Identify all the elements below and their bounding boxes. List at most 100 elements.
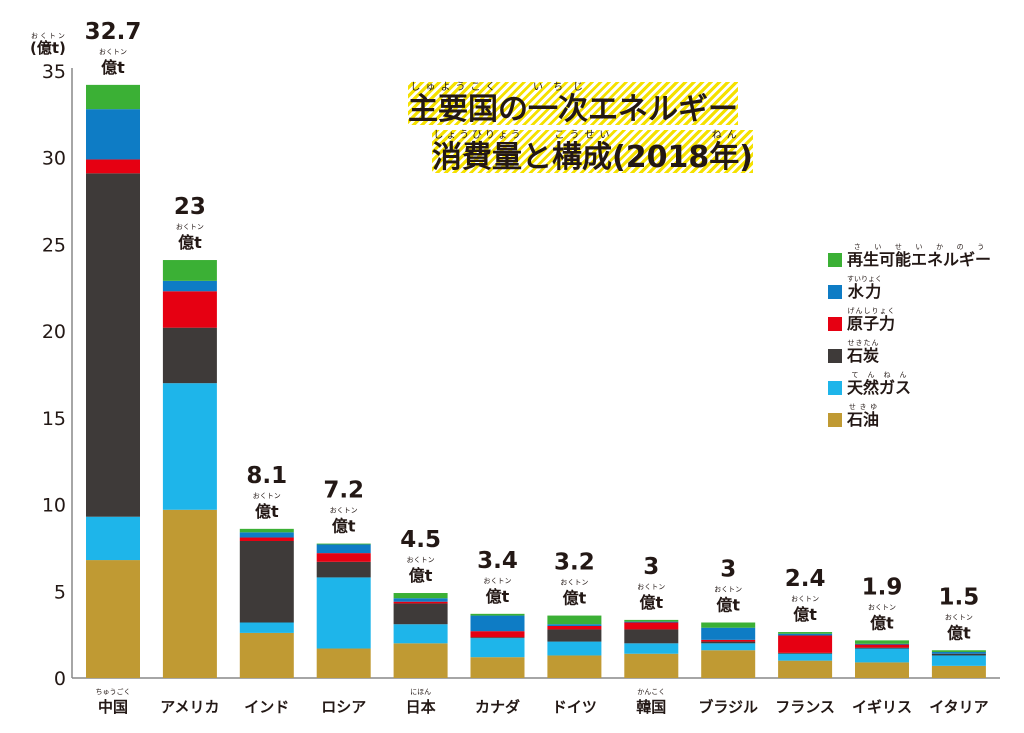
- title-part: の: [498, 92, 528, 127]
- total-value-label: 4.5: [400, 527, 441, 553]
- bar-segment: [86, 560, 140, 678]
- category-ruby: にほん: [410, 688, 431, 696]
- bar-segment: [470, 638, 525, 658]
- chart-title-line1: 主要国しゅようこくの一次いちじエネルギー: [408, 82, 738, 125]
- total-unit-label: 億t: [793, 605, 817, 624]
- bar-segment: [855, 644, 909, 648]
- total-unit-label: 億t: [639, 593, 663, 612]
- bar-segment: [470, 631, 525, 638]
- total-value-label: 3: [643, 554, 659, 580]
- bar-segment: [701, 627, 756, 640]
- bar-segment: [931, 655, 986, 666]
- bar-segment: [701, 639, 756, 642]
- category-ruby: かんこく: [637, 688, 665, 696]
- total-unit-label: 億t: [255, 502, 279, 521]
- bar-segment: [239, 537, 294, 541]
- y-axis-label: (億t)おくトン: [30, 32, 66, 57]
- category-label: 日本: [406, 698, 436, 716]
- bar-segment: [624, 643, 679, 654]
- category-label: アメリカ: [160, 698, 219, 716]
- bar-segment: [547, 629, 602, 642]
- legend-swatch: [828, 413, 842, 427]
- total-unit-label: 億t: [947, 623, 971, 642]
- y-tick-label: 15: [42, 408, 66, 430]
- bar-segment: [701, 643, 756, 651]
- bar-segment: [778, 632, 833, 634]
- bar-segment: [393, 643, 448, 678]
- legend-label: 水力すいりょく: [847, 275, 882, 301]
- bar-segment: [855, 640, 909, 644]
- bar-segment: [162, 291, 217, 328]
- total-unit-label: 億t: [409, 566, 433, 585]
- bar-segment: [855, 647, 909, 649]
- y-tick-label: 10: [42, 495, 66, 517]
- bar-segment: [624, 653, 679, 678]
- y-tick-label: 30: [42, 148, 66, 170]
- legend-swatch: [828, 253, 842, 267]
- bar-segment: [624, 629, 679, 644]
- total-unit-ruby: おくトン: [945, 613, 973, 621]
- bar-segment: [86, 159, 140, 174]
- bar-segment: [547, 615, 602, 625]
- category-label: インド: [244, 698, 289, 716]
- bar-segment: [470, 613, 525, 616]
- bar-segment: [393, 603, 448, 625]
- bar-segment: [239, 632, 294, 678]
- bar-segment: [624, 619, 679, 622]
- bar-segment: [778, 635, 833, 653]
- bar-segment: [470, 657, 525, 678]
- bar-segment: [778, 653, 833, 661]
- bar-segment: [316, 543, 371, 545]
- total-unit-ruby: おくトン: [176, 223, 204, 231]
- bar-segment: [239, 540, 294, 623]
- y-tick-label: 20: [42, 321, 66, 343]
- legend-label: 原子力げんしりょく: [847, 307, 896, 333]
- bar-segment: [162, 509, 217, 678]
- total-value-label: 3.4: [477, 548, 518, 574]
- legend-swatch: [828, 285, 842, 299]
- total-value-label: 3.2: [554, 550, 595, 576]
- legend-label: 再生可能エネルギーさいせいかのう: [847, 243, 992, 269]
- bar-segment: [393, 593, 448, 599]
- category-label: 韓国: [636, 698, 666, 716]
- bar-segment: [624, 621, 679, 623]
- bar-segment: [162, 280, 217, 292]
- bar-segment: [855, 662, 909, 678]
- bar-segment: [547, 624, 602, 626]
- title-part: ): [739, 140, 753, 175]
- title-part: 年ねん: [709, 130, 740, 175]
- total-value-label: 1.5: [939, 584, 980, 610]
- total-unit-ruby: おくトン: [99, 48, 127, 56]
- category-label: カナダ: [475, 698, 520, 716]
- bar-segment: [701, 650, 756, 678]
- legend-label: 天然ガスてんねん: [847, 371, 912, 397]
- total-unit-label: 億t: [101, 58, 125, 77]
- bar-segment: [855, 643, 909, 645]
- legend-swatch: [828, 317, 842, 331]
- total-value-label: 2.4: [785, 566, 826, 592]
- total-unit-ruby: おくトン: [484, 577, 512, 585]
- category-label: ブラジル: [698, 698, 758, 716]
- total-unit-ruby: おくトン: [714, 586, 742, 594]
- category-label: フランス: [775, 698, 835, 716]
- total-unit-label: 億t: [716, 596, 740, 615]
- title-part: 一次いちじ: [528, 82, 588, 127]
- title-part: 消費量しょうひりょう: [432, 130, 522, 175]
- bar-segment: [547, 641, 602, 656]
- category-label: ロシア: [321, 698, 366, 716]
- bar-segment: [931, 650, 986, 652]
- legend-item: 石油せきゆ: [828, 398, 991, 430]
- bar-segment: [316, 577, 371, 649]
- legend-item: 水力すいりょく: [828, 270, 991, 302]
- bar-segment: [701, 622, 756, 628]
- title-part: 構成こうせい: [552, 130, 612, 175]
- bar-segment: [239, 622, 294, 633]
- title-part: (2018: [612, 140, 710, 175]
- bar-segment: [931, 665, 986, 678]
- bar-segment: [86, 84, 140, 110]
- bar-segment: [624, 622, 679, 630]
- total-unit-ruby: おくトン: [637, 583, 665, 591]
- bar-segment: [547, 625, 602, 630]
- legend-swatch: [828, 349, 842, 363]
